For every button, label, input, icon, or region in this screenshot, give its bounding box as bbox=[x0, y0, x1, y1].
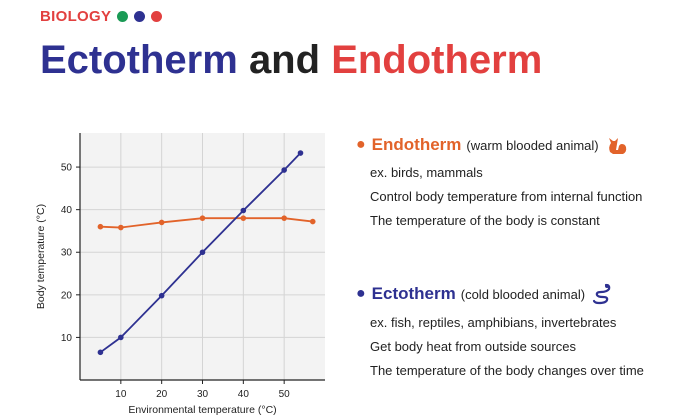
cat-icon bbox=[608, 138, 626, 154]
endotherm-point bbox=[97, 223, 104, 230]
ectotherm-point bbox=[199, 249, 206, 256]
ectotherm-point bbox=[118, 334, 124, 341]
endotherm-line-3: The temperature of the body is constant bbox=[370, 213, 600, 228]
legend-endotherm-head: ● Endotherm (warm blooded animal) bbox=[356, 134, 642, 156]
ectotherm-name: Ectotherm bbox=[371, 284, 456, 303]
endotherm-line-1: ex. birds, mammals bbox=[370, 165, 483, 180]
y-axis-label: Body temperature (°C) bbox=[35, 204, 47, 309]
endotherm-desc: (warm blooded animal) bbox=[466, 137, 599, 153]
y-tick-label: 50 bbox=[61, 163, 73, 174]
x-axis-label: Environmental temperature (°C) bbox=[128, 404, 276, 416]
ectotherm-line-2: Get body heat from outside sources bbox=[370, 339, 576, 354]
ectotherm-point bbox=[297, 150, 304, 156]
snake-icon bbox=[592, 283, 611, 305]
x-tick-label: 40 bbox=[238, 389, 250, 400]
ectotherm-point bbox=[97, 349, 104, 356]
ectotherm-bullet: ● bbox=[356, 285, 366, 302]
legend-endotherm: ● Endotherm (warm blooded animal) ex. bi… bbox=[356, 134, 642, 228]
subject-row: BIOLOGY bbox=[40, 8, 163, 25]
endotherm-point bbox=[199, 215, 206, 221]
ectotherm-point bbox=[240, 207, 247, 214]
endotherm-line-2: Control body temperature from internal f… bbox=[370, 189, 643, 204]
x-tick-label: 50 bbox=[279, 389, 291, 400]
y-tick-label: 30 bbox=[61, 248, 73, 259]
ectotherm-line-1: ex. fish, reptiles, amphibians, inverteb… bbox=[370, 315, 617, 330]
endotherm-point bbox=[309, 218, 316, 225]
header: BIOLOGY bbox=[40, 8, 163, 25]
endotherm-point bbox=[240, 215, 247, 221]
x-tick-label: 20 bbox=[156, 389, 168, 400]
ectotherm-point bbox=[281, 167, 287, 173]
x-tick-label: 10 bbox=[115, 389, 127, 400]
title-ectotherm: Ectotherm bbox=[40, 38, 238, 82]
endotherm-point bbox=[118, 224, 124, 231]
title-endotherm: Endotherm bbox=[331, 38, 543, 82]
x-tick-label: 30 bbox=[197, 389, 209, 400]
red-dot bbox=[151, 11, 163, 22]
green-dot bbox=[117, 11, 129, 22]
ectotherm-point bbox=[158, 292, 165, 299]
ectotherm-line-3: The temperature of the body changes over… bbox=[370, 363, 644, 378]
title-and: and bbox=[248, 38, 321, 82]
legend-ectotherm: ● Ectotherm (cold blooded animal) ex. fi… bbox=[356, 282, 644, 378]
ectotherm-desc: (cold blooded animal) bbox=[460, 286, 586, 302]
blue-dot bbox=[134, 11, 146, 22]
page-title: Ectotherm and Endotherm bbox=[40, 38, 542, 83]
endotherm-name: Endotherm bbox=[371, 135, 462, 154]
subject-label: BIOLOGY bbox=[40, 8, 112, 25]
endotherm-point bbox=[281, 215, 287, 221]
endotherm-bullet: ● bbox=[356, 136, 366, 153]
endotherm-point bbox=[158, 219, 165, 226]
y-tick-label: 20 bbox=[61, 290, 73, 301]
y-tick-label: 40 bbox=[61, 205, 73, 216]
legend-ectotherm-head: ● Ectotherm (cold blooded animal) bbox=[356, 282, 644, 306]
y-tick-label: 10 bbox=[61, 333, 73, 344]
